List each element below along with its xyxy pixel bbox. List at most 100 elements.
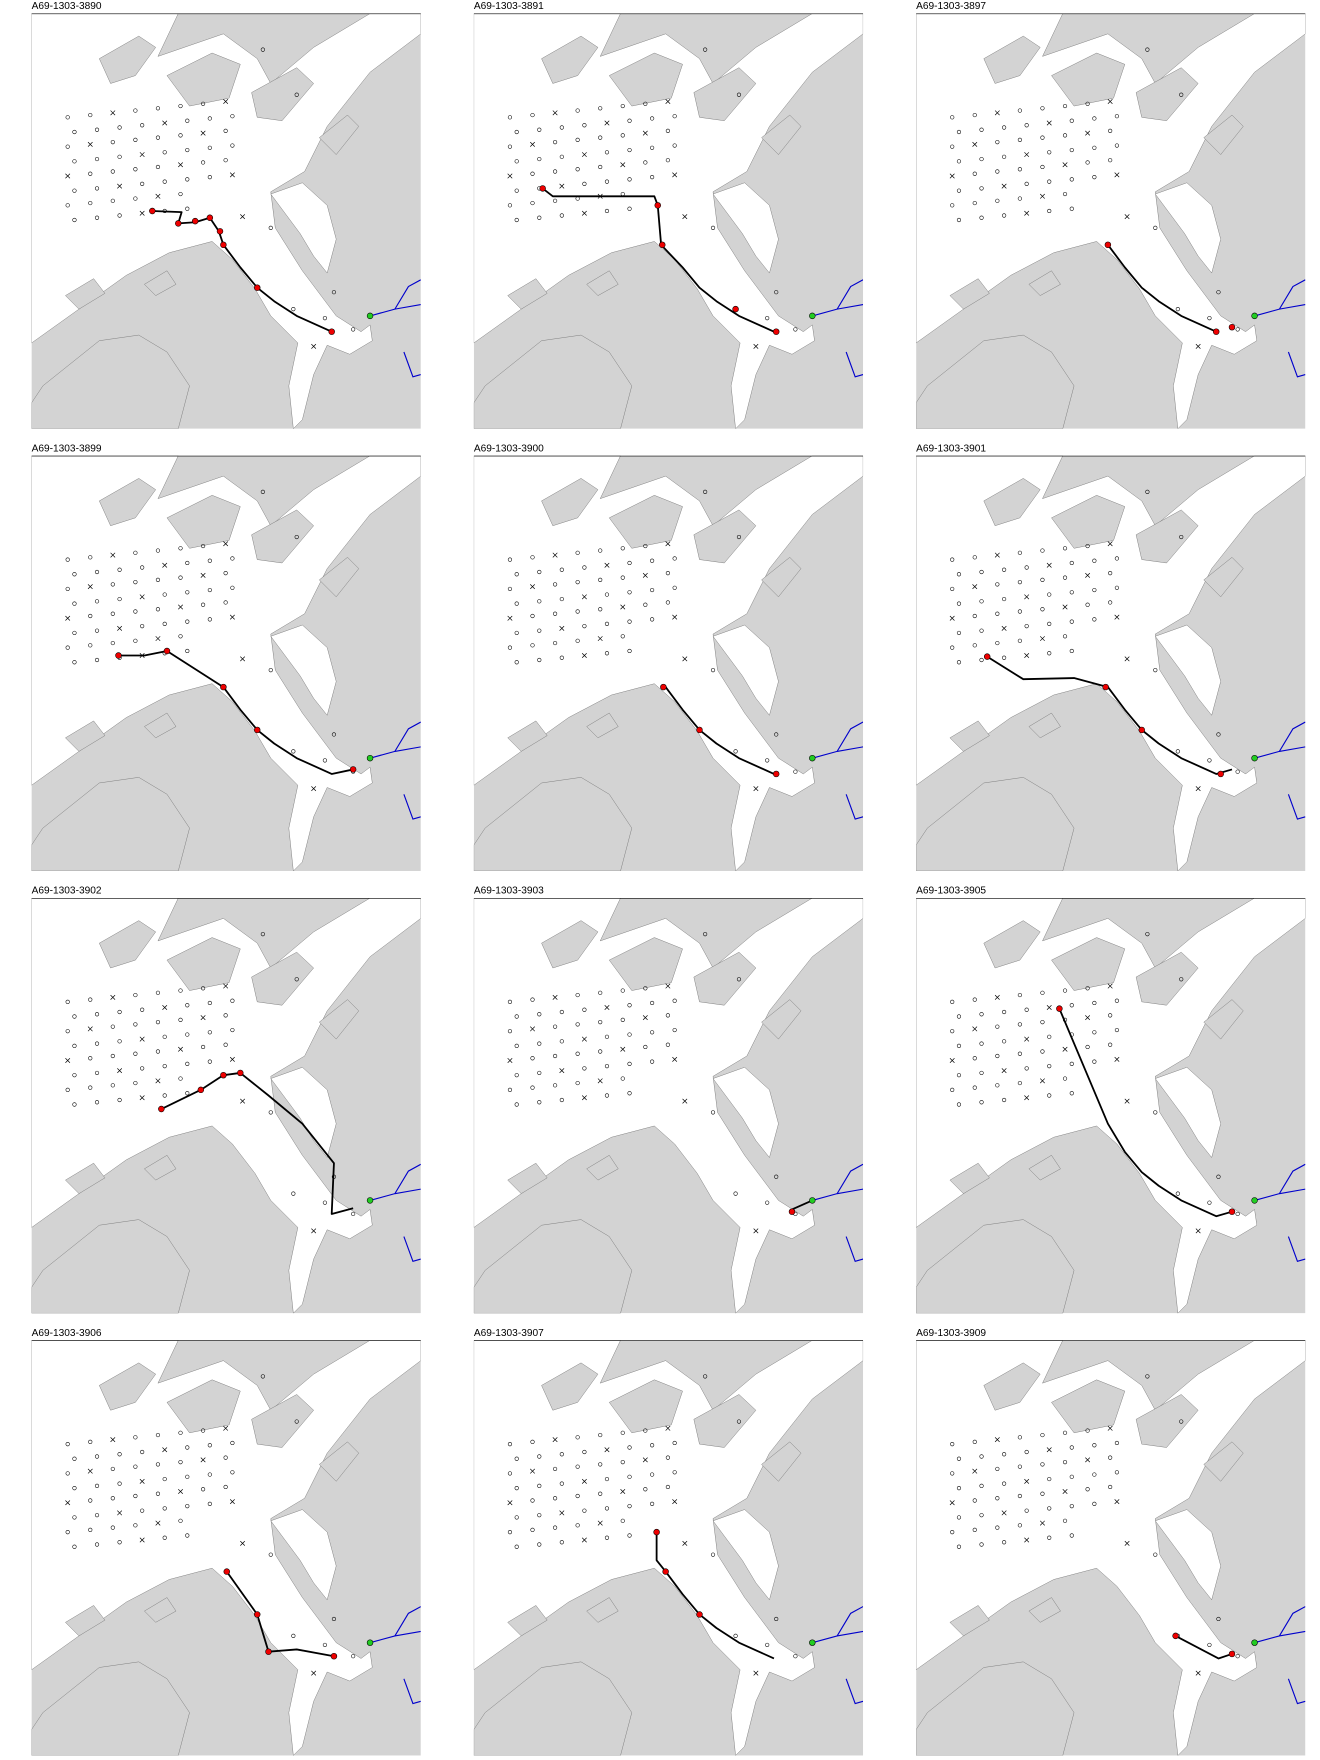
receiver	[956, 217, 962, 223]
receiver	[956, 1486, 962, 1491]
receiver	[979, 569, 984, 575]
receiver	[72, 601, 77, 606]
receiver	[598, 577, 603, 582]
receiver	[581, 1537, 587, 1543]
receiver	[65, 586, 70, 592]
receiver	[1153, 1110, 1158, 1115]
detection-point	[653, 1528, 660, 1536]
receiver	[1216, 1174, 1221, 1179]
receiver	[627, 206, 632, 211]
receiver	[582, 624, 587, 629]
receiver	[162, 1034, 167, 1039]
receiver	[94, 156, 100, 162]
receiver	[650, 145, 655, 150]
receiver	[582, 1449, 587, 1455]
receiver	[1069, 1061, 1074, 1066]
receiver	[552, 1024, 558, 1029]
receiver	[950, 1442, 955, 1447]
receiver	[514, 217, 519, 223]
detection-point	[254, 284, 261, 291]
receiver	[133, 609, 138, 614]
receiver	[598, 1432, 603, 1438]
map-panel: A69-1303-3900	[473, 443, 864, 871]
receiver	[575, 108, 580, 113]
receiver	[537, 1454, 542, 1459]
receiver	[110, 1437, 116, 1443]
receiver	[110, 640, 115, 646]
receiver	[185, 560, 190, 566]
receiver	[507, 557, 513, 562]
receiver	[552, 1083, 558, 1088]
receiver	[665, 983, 671, 989]
map	[31, 13, 421, 429]
receiver	[1235, 327, 1240, 332]
receiver	[642, 130, 648, 136]
receiver	[604, 1506, 610, 1511]
track	[655, 1532, 775, 1660]
receiver	[162, 1064, 167, 1069]
receiver	[604, 179, 610, 184]
receiver	[1062, 604, 1068, 610]
receiver	[331, 290, 337, 295]
receiver	[627, 177, 632, 182]
receiver	[1114, 556, 1120, 561]
receiver	[65, 1087, 70, 1092]
receiver	[1024, 1066, 1029, 1071]
receiver	[1039, 1078, 1045, 1084]
receiver	[514, 129, 519, 135]
detection-point	[662, 1568, 669, 1575]
receiver	[72, 1456, 77, 1461]
detection-point	[191, 217, 199, 225]
receiver	[604, 1447, 610, 1453]
receiver	[1114, 114, 1120, 119]
receiver	[1002, 655, 1007, 660]
receiver	[1024, 210, 1030, 216]
receiver	[627, 1003, 632, 1008]
receiver	[672, 614, 678, 620]
receiver	[604, 1476, 610, 1482]
receiver	[291, 1191, 296, 1196]
receiver	[736, 534, 742, 540]
detection-point	[220, 683, 227, 691]
receiver	[133, 167, 138, 172]
receiver	[1145, 932, 1150, 937]
detection-point	[330, 1652, 338, 1660]
receiver	[185, 1533, 190, 1538]
receiver	[1047, 621, 1052, 626]
receiver	[643, 1487, 648, 1492]
receiver	[598, 135, 603, 140]
detection-point	[1172, 1632, 1179, 1640]
receiver	[117, 213, 122, 218]
receiver	[665, 128, 670, 133]
receiver	[552, 552, 558, 558]
receiver	[559, 1068, 565, 1074]
receiver	[260, 47, 265, 52]
receiver	[950, 999, 955, 1004]
basemap	[916, 1340, 1306, 1756]
receiver	[155, 548, 161, 553]
receiver	[665, 571, 670, 576]
receiver	[1040, 106, 1045, 111]
receiver	[1069, 648, 1074, 654]
receiver	[200, 1044, 206, 1050]
receiver	[1047, 150, 1052, 155]
receiver	[650, 558, 655, 563]
release-point	[366, 754, 374, 762]
receiver	[140, 565, 145, 570]
receiver	[155, 1049, 161, 1054]
receiver	[979, 1070, 984, 1076]
receiver	[979, 628, 984, 633]
receiver	[774, 290, 779, 295]
receiver	[514, 1102, 519, 1107]
receiver	[582, 1066, 587, 1071]
map-panel: A69-1303-3899	[32, 443, 421, 871]
receiver	[88, 997, 93, 1002]
receiver	[200, 101, 206, 106]
receiver	[1092, 1501, 1097, 1506]
receiver	[972, 643, 977, 648]
map-panel: A69-1303-3907	[473, 1328, 864, 1756]
receiver	[1108, 128, 1113, 133]
receiver	[753, 786, 759, 792]
receiver	[643, 160, 648, 165]
receiver	[72, 572, 77, 577]
